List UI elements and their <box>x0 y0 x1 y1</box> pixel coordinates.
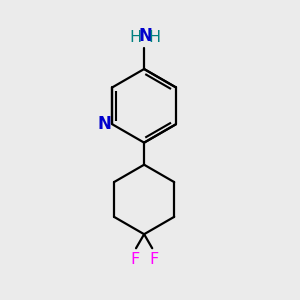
Text: H: H <box>130 31 142 46</box>
Text: H: H <box>148 31 160 46</box>
Text: N: N <box>138 28 152 46</box>
Text: N: N <box>97 115 111 133</box>
Text: F: F <box>149 252 158 267</box>
Text: F: F <box>130 252 139 267</box>
